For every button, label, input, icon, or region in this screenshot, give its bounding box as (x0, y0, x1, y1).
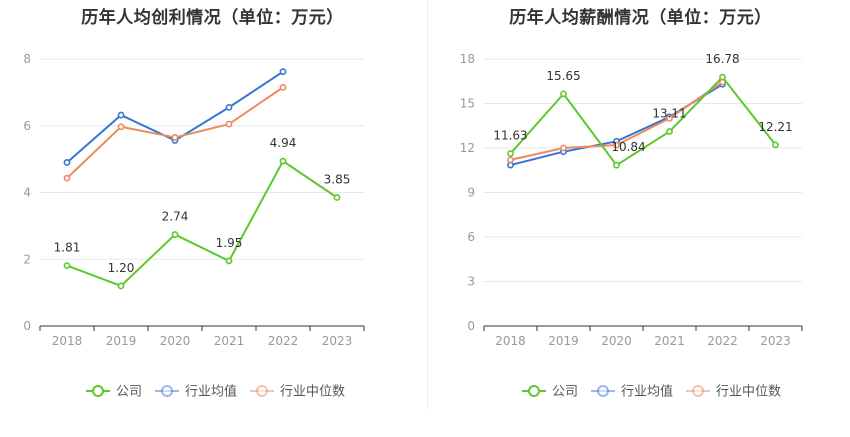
chart-title: 历年人均创利情况（单位：万元） (81, 8, 344, 28)
data-point (279, 157, 287, 165)
legend-label: 行业中位数 (716, 385, 781, 400)
legend-item: 行业均值 (155, 384, 237, 400)
salary-chart-panel: 历年人均薪酬情况（单位：万元） 0 3 6 9 12 15 18 2018 2019 2020 20… (428, 0, 850, 437)
x-tick-label: 2021 (214, 334, 245, 348)
legend-marker (256, 385, 268, 397)
data-label: 11.63 (493, 128, 527, 142)
data-label: 12.21 (758, 120, 792, 134)
legend-item: 公司 (522, 385, 578, 400)
data-point (613, 161, 620, 169)
salary-line-chart: 0 3 6 9 12 15 18 2018 2019 2020 2021 2022 2023 11.63 1… (460, 52, 803, 400)
data-label: 1.81 (54, 241, 81, 255)
data-label: 1.95 (216, 236, 243, 250)
data-point (171, 134, 179, 141)
legend-label: 行业均值 (621, 384, 673, 400)
data-label: 3.85 (324, 173, 351, 187)
legend-marker (92, 385, 104, 397)
data-point (117, 282, 125, 290)
legend-label: 行业中位数 (280, 385, 345, 400)
data-point (63, 159, 71, 166)
x-tick-label: 2023 (322, 334, 353, 348)
data-point (507, 150, 514, 157)
data-point (666, 128, 673, 135)
y-tick-label: 6 (467, 230, 475, 244)
x-tick-label: 2018 (495, 334, 526, 348)
x-tick-label: 2018 (52, 334, 83, 348)
data-point (507, 156, 514, 164)
data-point (772, 141, 779, 149)
legend-marker (692, 385, 704, 397)
data-point (225, 120, 233, 128)
legend-marker (528, 385, 540, 397)
data-point (171, 231, 179, 238)
panel-divider (427, 0, 428, 410)
data-label: 2.74 (162, 210, 189, 224)
data-point (117, 111, 125, 119)
data-point (333, 194, 341, 201)
x-tick-label: 2019 (548, 334, 579, 348)
legend-marker (597, 385, 609, 397)
data-point (560, 144, 567, 152)
legend-label: 行业均值 (185, 384, 237, 400)
data-label: 16.78 (705, 52, 739, 66)
profit-chart-panel: 历年人均创利情况（单位：万元） 0 2 4 6 8 2018 2019 2020 2021 202… (23, 8, 365, 400)
data-point (225, 257, 233, 265)
data-label: 10.84 (611, 140, 645, 154)
legend-item: 行业中位数 (686, 385, 781, 400)
x-tick-label: 2019 (106, 334, 137, 348)
data-point (613, 141, 620, 149)
data-point (279, 83, 287, 91)
x-tick-label: 2020 (601, 334, 632, 348)
x-tick-label: 2020 (160, 334, 191, 348)
y-tick-label: 12 (460, 141, 475, 155)
series-line (509, 76, 777, 167)
legend-label: 公司 (552, 385, 578, 400)
y-tick-label: 3 (467, 275, 475, 289)
y-tick-label: 4 (23, 186, 31, 200)
y-tick-label: 18 (460, 52, 475, 66)
data-point (117, 123, 125, 131)
data-point (279, 68, 287, 76)
data-label: 13.11 (652, 107, 686, 121)
x-tick-label: 2021 (654, 334, 685, 348)
data-point (560, 90, 567, 98)
y-tick-label: 0 (23, 319, 31, 333)
profit-line-chart: 0 2 4 6 8 2018 2019 2020 2021 2022 2023 1.81 1.20 2.7… (23, 52, 365, 400)
legend-marker (161, 385, 173, 397)
series-line (66, 160, 338, 287)
data-label: 1.20 (108, 261, 135, 275)
data-label: 4.94 (270, 136, 297, 150)
y-tick-label: 15 (460, 97, 475, 111)
x-tick-label: 2022 (268, 334, 299, 348)
data-point (719, 73, 726, 81)
data-point (666, 114, 673, 122)
legend-item: 行业中位数 (250, 385, 345, 400)
series-line (66, 70, 284, 164)
legend-item: 公司 (86, 385, 142, 400)
data-point (63, 262, 71, 269)
x-tick-label: 2023 (760, 334, 791, 348)
y-tick-label: 8 (23, 52, 31, 66)
y-tick-label: 2 (23, 252, 31, 266)
x-tick-label: 2022 (707, 334, 738, 348)
data-point (225, 103, 233, 111)
legend-label: 公司 (116, 385, 142, 400)
y-tick-label: 6 (23, 119, 31, 133)
legend-item: 行业均值 (591, 384, 673, 400)
chart-title: 历年人均薪酬情况（单位：万元） (509, 8, 772, 28)
y-tick-label: 9 (467, 186, 475, 200)
data-label: 15.65 (546, 69, 580, 83)
data-point (63, 174, 71, 182)
y-tick-label: 0 (467, 319, 475, 333)
